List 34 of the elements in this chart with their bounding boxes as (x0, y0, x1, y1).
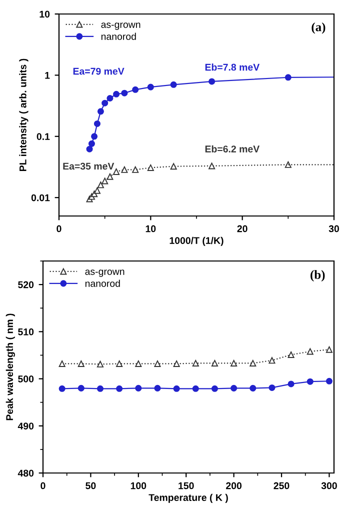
x-tick-label: 250 (274, 482, 290, 490)
x-axis-title: 1000/T (1/K) (170, 236, 224, 246)
y-tick-label: 510 (18, 328, 34, 336)
legend-label: nanorod (101, 32, 136, 40)
text: (b) (310, 270, 325, 282)
annotation: Eb=6.2 meV (205, 145, 260, 152)
legend-label: nanorod (85, 280, 120, 287)
x-tick-label: 0 (40, 482, 46, 490)
y-tick-label: 500 (18, 376, 34, 382)
annotation: Ea=35 meV (63, 162, 114, 170)
x-tick-label: 150 (178, 482, 194, 490)
legend-label: as-grown (85, 270, 124, 277)
y-axis-title: Peak wavelength ( nm ) (6, 314, 15, 420)
x-tick-label: 0 (56, 225, 62, 232)
y-tick-label: 0.01 (31, 194, 50, 202)
y-tick-label: 480 (18, 470, 34, 477)
x-tick-label: 300 (321, 482, 337, 490)
y-axis-title: PL intensity ( arb. units ) (19, 58, 28, 171)
x-tick-label: 50 (86, 482, 96, 490)
y-tick-label: 1 (45, 72, 50, 79)
x-tick-label: 100 (130, 482, 146, 490)
x-tick-label: 10 (146, 225, 156, 232)
y-tick-label: 0.1 (36, 133, 50, 140)
x-tick-label: 30 (328, 225, 340, 232)
y-tick-label: 490 (18, 422, 34, 430)
text: (a) (312, 22, 326, 34)
x-tick-label: 200 (226, 482, 242, 490)
x-axis-title: Temperature ( K ) (148, 494, 228, 503)
legend-label: as-grown (101, 22, 140, 30)
x-tick-label: 20 (237, 225, 248, 232)
y-tick-label: 520 (18, 281, 34, 288)
y-tick-label: 10 (40, 10, 50, 18)
annotation: Ea=79 meV (73, 68, 124, 75)
annotation: Eb=7.8 meV (205, 64, 260, 71)
